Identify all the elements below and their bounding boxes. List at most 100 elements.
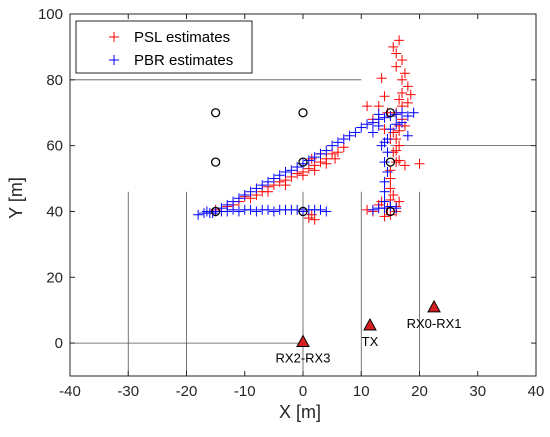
pbr-point xyxy=(315,204,326,215)
pbr-point xyxy=(222,199,233,210)
psl-point xyxy=(394,94,405,105)
pbr-point xyxy=(382,166,393,177)
device-rx0-rx1: RX0-RX1 xyxy=(407,299,462,331)
pbr-point xyxy=(373,109,384,120)
pbr-point xyxy=(367,117,378,128)
device-tx: TX xyxy=(362,317,379,349)
device-label: TX xyxy=(362,334,379,349)
pbr-point xyxy=(379,112,390,123)
pbr-point xyxy=(382,134,393,145)
psl-point xyxy=(330,153,341,164)
pbr-point xyxy=(379,196,390,207)
pbr-point xyxy=(344,130,355,141)
psl-point xyxy=(394,125,405,136)
x-tick-label: 0 xyxy=(299,383,307,400)
pbr-point xyxy=(362,119,373,130)
pbr-point xyxy=(379,186,390,197)
grid-point-circle xyxy=(210,157,221,167)
psl-point xyxy=(405,89,416,100)
psl-point xyxy=(332,147,343,158)
legend-marker-pbr xyxy=(109,55,119,65)
pbr-point xyxy=(367,127,378,138)
psl-point xyxy=(414,158,425,169)
y-tick-label: 0 xyxy=(55,335,63,352)
pbr-point xyxy=(373,120,384,131)
legend: PSL estimates PBR estimates xyxy=(75,20,253,74)
pbr-point xyxy=(193,209,204,220)
pbr-point xyxy=(391,119,402,130)
x-tick-label: -30 xyxy=(117,383,139,400)
psl-point xyxy=(399,68,410,79)
device-rx2-rx3: RX2-RX3 xyxy=(276,334,330,365)
pbr-point xyxy=(263,204,274,215)
device-triangle xyxy=(296,334,310,347)
x-tick-label: -40 xyxy=(59,383,81,400)
x-tick-label: -20 xyxy=(176,383,198,400)
grid-point-circle xyxy=(385,206,396,217)
legend-plus-psl xyxy=(109,32,119,42)
pbr-point xyxy=(402,130,413,141)
pbr-point xyxy=(367,204,378,215)
psl-point xyxy=(394,155,405,166)
pbr-point xyxy=(397,117,408,128)
x-tick-label: 10 xyxy=(353,383,370,400)
y-tick-label: 40 xyxy=(46,203,63,220)
pbr-point xyxy=(245,186,256,197)
legend-label-pbr: PBR estimates xyxy=(134,52,233,69)
pbr-point xyxy=(382,147,393,158)
pbr-point xyxy=(356,122,367,133)
y-tick-label: 20 xyxy=(46,269,63,286)
pbr-point xyxy=(274,170,285,181)
devices: RX2-RX3 TX RX0-RX1 xyxy=(276,299,462,365)
pbr-point xyxy=(332,137,343,148)
psl-point xyxy=(391,61,402,72)
x-tick-label: 40 xyxy=(528,383,545,400)
psl-point xyxy=(362,101,373,112)
psl-point xyxy=(263,186,274,197)
pbr-point xyxy=(385,124,396,135)
grid-point-circle xyxy=(298,206,308,217)
pbr-point xyxy=(228,196,239,207)
psl-point xyxy=(385,183,396,194)
y-tick-label: 100 xyxy=(38,6,63,23)
psl-point xyxy=(298,170,308,181)
psl-point xyxy=(402,97,413,108)
x-tick-label: 30 xyxy=(469,383,486,400)
data-markers xyxy=(193,35,425,225)
grid-point-circle xyxy=(210,206,221,217)
pbr-point xyxy=(280,166,291,177)
pbr-point xyxy=(268,206,279,217)
psl-point xyxy=(402,81,413,92)
legend-label-psl: PSL estimates xyxy=(134,29,230,46)
pbr-point xyxy=(251,206,262,217)
pbr-point xyxy=(338,134,349,145)
pbr-point xyxy=(201,206,212,217)
y-tick-label: 60 xyxy=(46,138,63,155)
legend-box xyxy=(75,20,253,74)
pbr-point xyxy=(233,193,244,204)
pbr-point xyxy=(268,173,279,184)
pbr-point xyxy=(315,148,326,159)
pbr-point xyxy=(303,155,314,166)
pbr-point xyxy=(350,127,361,138)
x-tick-label: -10 xyxy=(234,383,256,400)
pbr-point xyxy=(233,206,244,217)
x-axis-label: X [m] xyxy=(279,402,321,422)
psl-point xyxy=(391,145,402,156)
device-triangle xyxy=(363,317,377,331)
pbr-point xyxy=(298,206,308,217)
pbr-point xyxy=(251,183,262,194)
pbr-point xyxy=(207,208,218,219)
pbr-point xyxy=(286,165,297,176)
pbr-point xyxy=(245,204,256,215)
device-triangle xyxy=(427,299,441,313)
pbr-point xyxy=(385,201,396,212)
psl-point xyxy=(397,74,408,85)
device-label: RX0-RX1 xyxy=(407,316,462,331)
psl-point xyxy=(399,160,410,171)
y-tick-label: 80 xyxy=(46,72,63,89)
psl-point xyxy=(388,41,399,52)
pbr-point xyxy=(309,152,320,163)
pbr-point xyxy=(327,140,338,151)
